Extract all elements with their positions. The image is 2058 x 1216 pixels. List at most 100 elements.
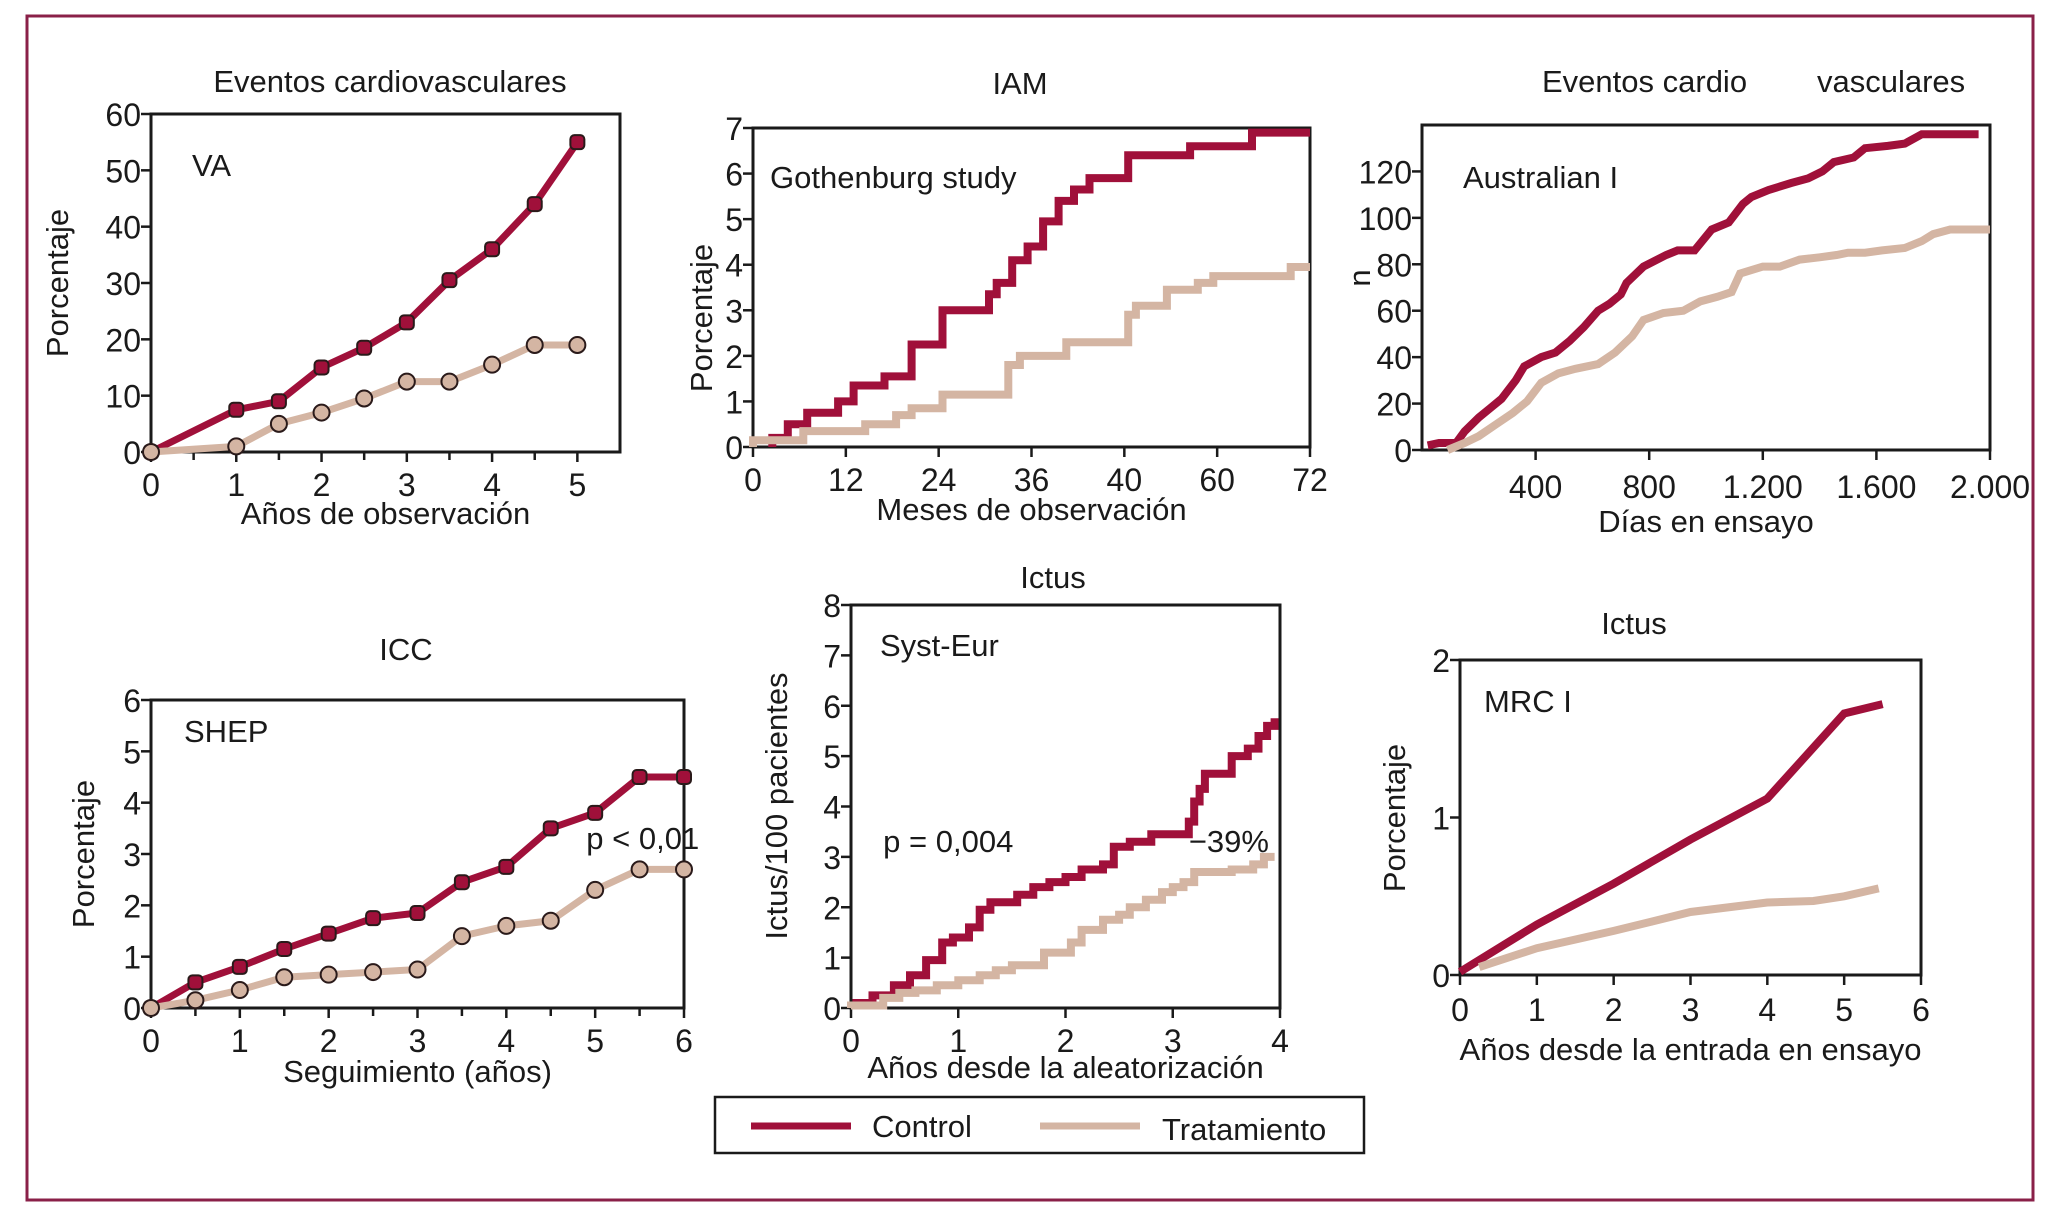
x-tick-label: 0 [1451, 992, 1469, 1028]
x-tick-label: 2 [320, 1023, 338, 1059]
x-tick-label: 2 [313, 467, 331, 503]
y-tick-label: 4 [123, 786, 141, 822]
x-tick-label: 1 [231, 1023, 249, 1059]
annotation: p = 0,004 [883, 824, 1013, 859]
y-axis-label: Porcentaje [66, 780, 101, 928]
data-point-tratamiento [269, 414, 288, 433]
series-line-tratamiento [749, 263, 1310, 447]
panel-mrc: Ictus 0 1 2 0 1 2 3 4 5 6 Años desde la entrada en … [1377, 606, 1930, 1067]
y-tick-label: 2 [123, 888, 141, 924]
data-point-tratamiento [397, 372, 416, 391]
x-tick-label: 2 [1057, 1023, 1075, 1059]
y-tick-label: 0 [725, 430, 743, 466]
data-point-tratamiento [408, 960, 427, 979]
y-tick-label: 2 [823, 890, 841, 926]
data-point-control [365, 910, 382, 927]
annotation: p < 0,01 [586, 821, 699, 856]
y-tick-label: 60 [105, 97, 141, 133]
chart-title: IAM [992, 66, 1047, 101]
series-line-control [1426, 130, 1979, 450]
data-point-tratamiento [497, 916, 516, 935]
x-axis-label: Años desde la entrada en ensayo [1460, 1032, 1922, 1067]
data-point-tratamiento [312, 403, 331, 422]
x-tick-label: 1 [949, 1023, 967, 1059]
panel-va: Eventos cardiovasculares 0 10 20 30 40 50 60 0 1 2… [40, 64, 622, 531]
x-tick-label: 6 [675, 1023, 693, 1059]
series-line-control [149, 140, 581, 456]
series-line-tratamiento [1477, 884, 1880, 971]
figure-frame [25, 14, 2035, 1202]
x-tick-label: 0 [142, 467, 160, 503]
study-label: SHEP [184, 714, 268, 749]
y-tick-label: 0 [123, 991, 141, 1027]
y-tick-label: 40 [105, 210, 141, 246]
data-point-tratamiento [355, 389, 374, 408]
y-tick-label: 100 [1359, 201, 1412, 237]
y-tick-label: 0 [1432, 958, 1450, 994]
data-point-control [228, 401, 245, 418]
data-point-control [313, 359, 330, 376]
y-tick-label: 5 [123, 734, 141, 770]
x-tick-label: 400 [1509, 469, 1562, 505]
series-line-control [768, 128, 1310, 447]
data-point-tratamiento [452, 927, 471, 946]
x-axis-label: Años de observación [241, 496, 531, 531]
y-tick-label: 30 [105, 266, 141, 302]
y-tick-label: 20 [105, 322, 141, 358]
data-point-tratamiento [675, 860, 693, 879]
y-tick-label: 1 [123, 940, 141, 976]
annotation: −39% [1189, 824, 1269, 859]
data-point-tratamiento [525, 335, 544, 354]
y-tick-label: 5 [823, 739, 841, 775]
x-tick-label: 12 [828, 462, 864, 498]
y-tick-label: 50 [105, 153, 141, 189]
y-tick-label: 10 [105, 379, 141, 415]
data-point-control [356, 339, 373, 356]
data-point-control [484, 241, 501, 258]
series-line-tratamiento [1446, 225, 1990, 454]
y-tick-label: 0 [123, 435, 141, 471]
data-point-tratamiento [541, 911, 560, 930]
data-point-tratamiento [440, 372, 459, 391]
y-tick-label: 6 [823, 689, 841, 725]
y-tick-label: 40 [1376, 340, 1412, 376]
y-tick-label: 60 [1376, 294, 1412, 330]
y-tick-label: 2 [1432, 643, 1450, 679]
y-tick-label: 7 [725, 111, 743, 147]
y-axis-label: Ictus/100 pacientes [759, 672, 794, 939]
legend-label-control: Control [872, 1109, 972, 1144]
chart-title-part-2: vasculares [1817, 64, 1965, 99]
data-point-control [187, 974, 204, 991]
y-tick-label: 6 [123, 683, 141, 719]
series-line-control [852, 718, 1279, 1008]
x-tick-label: 2 [1605, 992, 1623, 1028]
data-point-control [276, 940, 293, 957]
series-line-control [1457, 700, 1884, 976]
y-tick-label: 120 [1359, 154, 1412, 190]
x-tick-label: 5 [568, 467, 586, 503]
data-point-control [320, 925, 337, 942]
y-tick-label: 3 [123, 837, 141, 873]
study-label: Gothenburg study [770, 160, 1017, 195]
x-axis-label: Meses de observación [876, 492, 1186, 527]
data-point-control [498, 858, 515, 875]
y-tick-label: 7 [823, 638, 841, 674]
data-point-control [569, 134, 586, 151]
data-point-tratamiento [568, 335, 587, 354]
x-tick-label: 1.600 [1836, 469, 1916, 505]
x-tick-label: 0 [842, 1023, 860, 1059]
study-label: Australian I [1463, 160, 1618, 195]
plot-area [849, 603, 1282, 1010]
data-point-control [526, 196, 543, 213]
x-axis-label: Días en ensayo [1598, 504, 1813, 539]
x-axis-label: Seguimiento (años) [283, 1054, 552, 1089]
study-label: MRC I [1484, 684, 1572, 719]
series-line-tratamiento [847, 852, 1275, 1010]
x-tick-label: 3 [1682, 992, 1700, 1028]
y-tick-label: 1 [1432, 801, 1450, 837]
y-axis-label: Porcentaje [40, 209, 75, 357]
